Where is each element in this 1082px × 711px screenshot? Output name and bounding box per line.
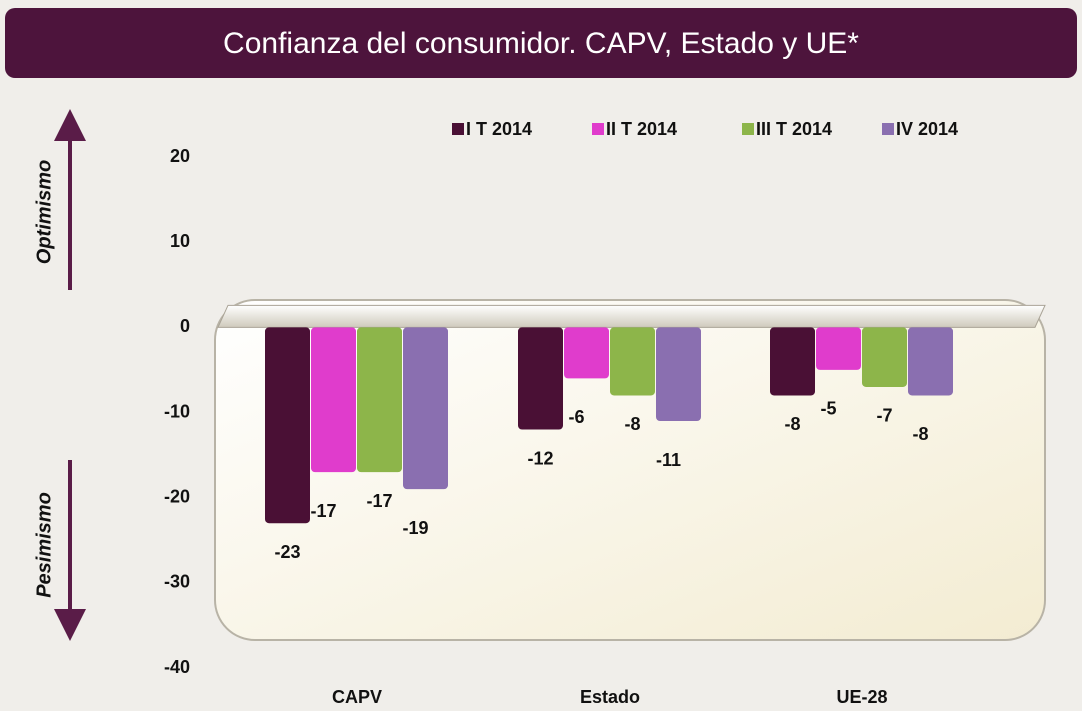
data-label: -8 <box>624 414 640 434</box>
y-tick-label: 10 <box>170 231 190 251</box>
y-tick-label: -10 <box>164 401 190 421</box>
annotation: Pesimismo <box>33 492 55 598</box>
data-label: -5 <box>820 399 836 419</box>
legend-swatch <box>592 123 604 135</box>
y-tick-label: -40 <box>164 657 190 677</box>
data-label: -12 <box>527 448 553 468</box>
bar <box>770 327 815 396</box>
bar <box>311 327 356 473</box>
legend-swatch <box>452 123 464 135</box>
legend-label: II T 2014 <box>606 119 677 139</box>
annotation: Optimismo <box>33 160 55 264</box>
y-tick-label: -30 <box>164 572 190 592</box>
chart-title: Confianza del consumidor. CAPV, Estado y… <box>223 27 859 60</box>
data-label: -7 <box>876 406 892 426</box>
title-banner <box>5 8 1077 78</box>
legend-label: I T 2014 <box>466 119 532 139</box>
legend-label: IV 2014 <box>896 119 958 139</box>
bar <box>610 327 655 396</box>
bar <box>862 327 907 387</box>
bar <box>656 327 701 422</box>
x-tick-label: CAPV <box>332 687 382 707</box>
data-label: -17 <box>310 501 336 521</box>
y-tick-label: -20 <box>164 486 190 506</box>
data-label: -17 <box>366 491 392 511</box>
zero-slab <box>217 304 1046 328</box>
legend-swatch <box>742 123 754 135</box>
data-label: -23 <box>274 542 300 562</box>
bar <box>518 327 563 430</box>
y-tick-label: 20 <box>170 146 190 166</box>
bar <box>816 327 861 370</box>
data-label: -11 <box>656 450 681 470</box>
bar <box>564 327 609 379</box>
bar <box>403 327 448 490</box>
data-label: -8 <box>784 414 800 434</box>
bar <box>357 327 402 473</box>
x-tick-label: Estado <box>580 687 640 707</box>
data-label: -19 <box>402 518 428 538</box>
legend-label: III T 2014 <box>756 119 832 139</box>
legend-swatch <box>882 123 894 135</box>
y-tick-label: 0 <box>180 316 190 336</box>
bar <box>908 327 953 396</box>
x-tick-label: UE-28 <box>836 687 887 707</box>
data-label: -6 <box>568 407 584 427</box>
data-label: -8 <box>912 424 928 444</box>
bar <box>265 327 310 524</box>
